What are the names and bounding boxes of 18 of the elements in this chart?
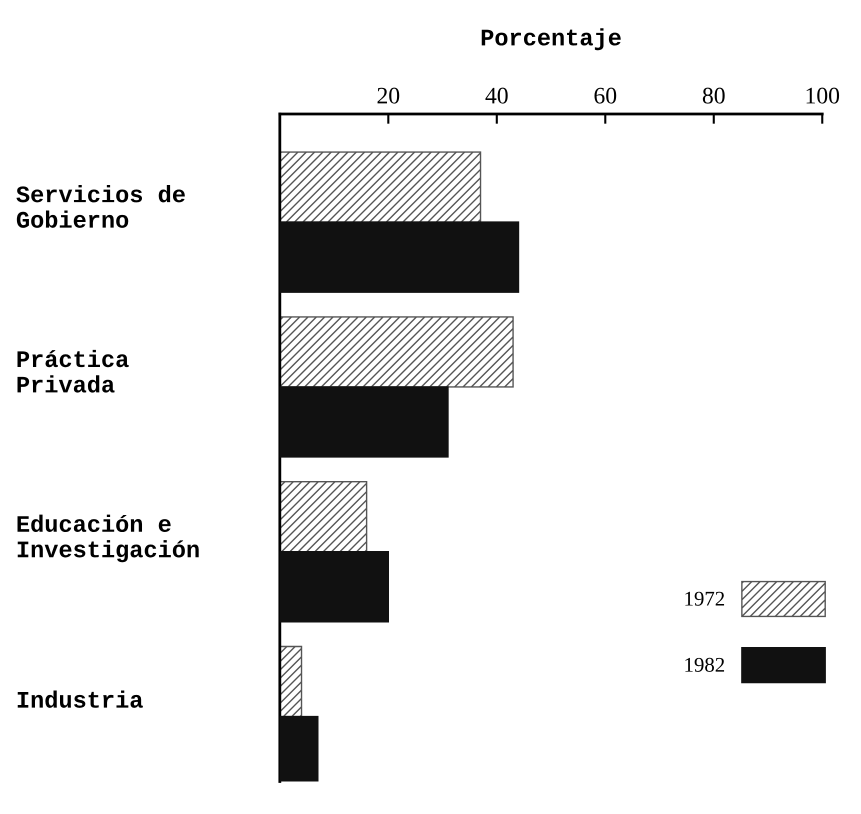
x-tick-label: 80 — [702, 88, 725, 104]
bar — [280, 551, 390, 622]
bar — [280, 316, 514, 388]
x-tick-label: 60 — [594, 88, 616, 104]
bar — [280, 480, 368, 552]
y-tick-label: Servicios de Gobierno — [16, 185, 185, 228]
bar — [280, 386, 449, 458]
y-tick-label: Educación e Investigación — [18, 514, 199, 562]
x-tick-label: 100 — [806, 88, 840, 104]
x-tick-label: 20 — [378, 88, 400, 104]
y-tick-label: Práctica Privada — [18, 350, 129, 393]
bar — [280, 151, 482, 223]
y-tick-label: Industria — [18, 690, 143, 708]
legend-label: 1972 — [685, 592, 724, 606]
bar — [280, 221, 520, 293]
x-axis-title: Porcentaje — [482, 28, 621, 50]
x-tick-label: 40 — [485, 88, 508, 104]
legend-label: 1982 — [685, 658, 724, 672]
